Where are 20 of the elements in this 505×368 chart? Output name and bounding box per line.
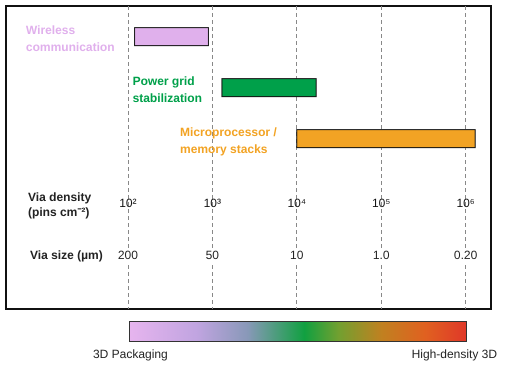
x-axis-title: Via density (pins cm⁻²) [28,190,92,220]
bar [134,27,209,46]
text: 50 [204,248,220,262]
x-tick-label: 10³ [204,196,221,210]
bar [296,129,476,148]
text: Via size (µm) [30,248,103,262]
x-tick-label: 10⁵ [372,196,390,210]
text: 1.0 [372,248,390,262]
text: 3D Packaging [93,347,168,361]
text: 10 [289,248,304,262]
x-tick-label: 10⁴ [287,196,306,210]
text: High-density 3D [412,347,497,361]
x-tick-label: 10² [119,196,137,210]
text: 200 [116,248,139,262]
x-tick-label: 10⁶ [456,196,475,210]
y-tick-label: Wireless communication [26,23,115,54]
y-tick-label: Power grid stabilization [132,74,202,106]
y-tick-label: Microprocessor / memory stacks [180,125,278,156]
text: 0.20 [452,248,478,262]
bar [221,78,317,98]
